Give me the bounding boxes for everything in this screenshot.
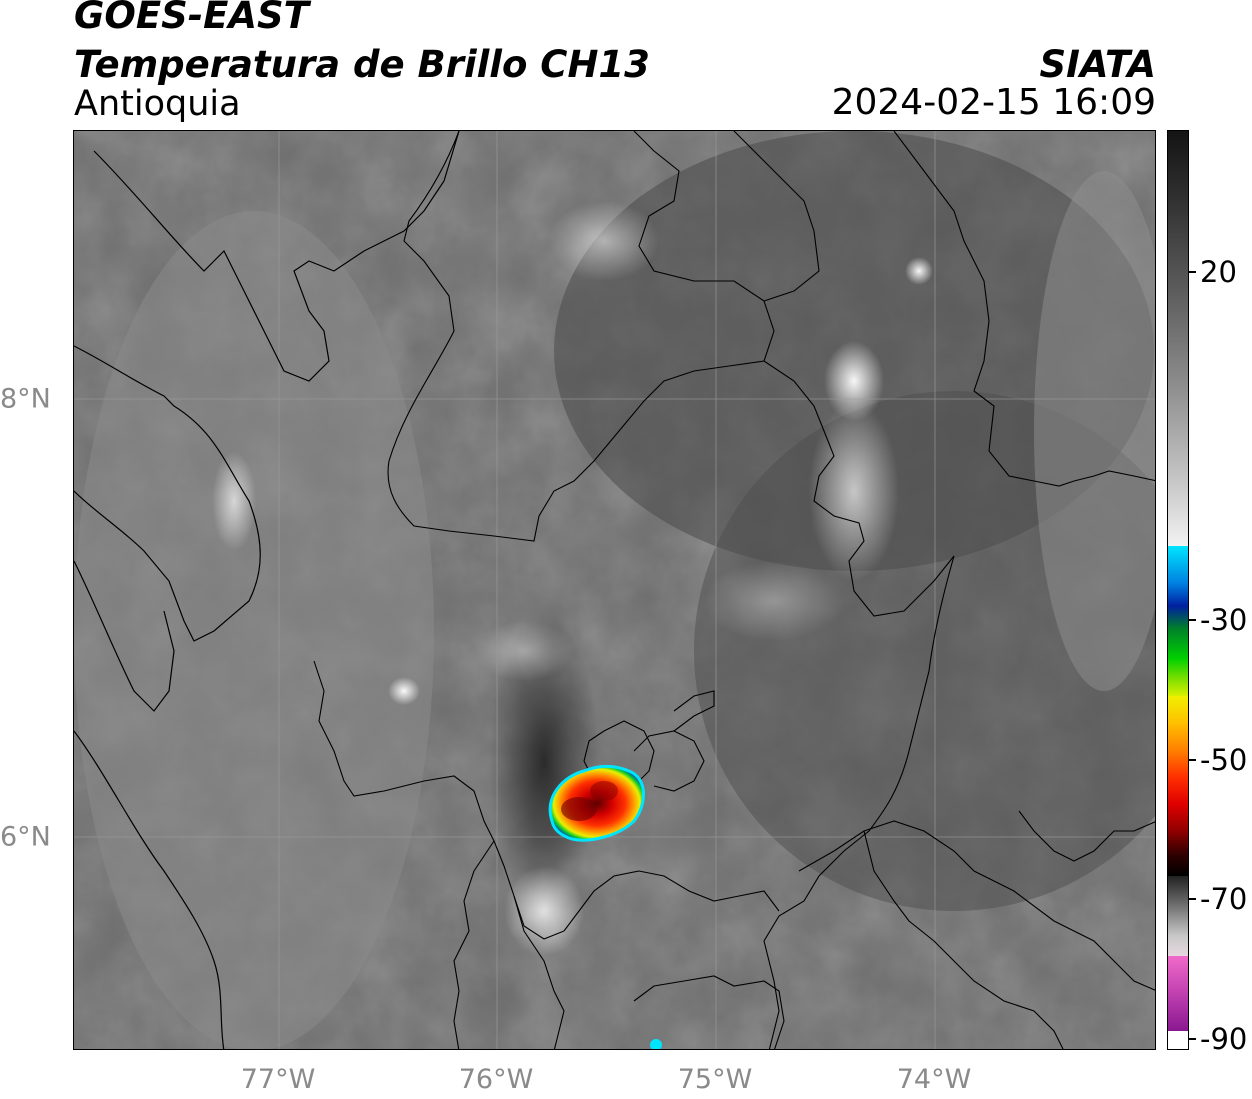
organization-label: SIATA xyxy=(1039,43,1156,86)
cloud-patch xyxy=(504,866,584,956)
temperature-colorbar xyxy=(1167,130,1189,1050)
colorbar-gray-low xyxy=(1168,876,1188,956)
lon-tick-label: 75°W xyxy=(677,1064,753,1095)
cloud-patch xyxy=(388,677,420,705)
colorbar-label: -50 xyxy=(1200,743,1248,777)
colorbar-purple-ramp xyxy=(1168,956,1188,1031)
cloud-patch xyxy=(905,257,933,285)
map-canvas xyxy=(74,131,1155,1049)
satellite-title: GOES-EAST xyxy=(74,0,309,37)
colorbar-label: -70 xyxy=(1200,882,1248,916)
colorbar-gray-ramp xyxy=(1168,131,1188,546)
lat-tick-label: 6°N xyxy=(0,821,51,853)
region-title: Antioquia xyxy=(74,84,241,124)
lat-tick-label: 8°N xyxy=(0,383,51,415)
colorbar-warm-ramp xyxy=(1168,696,1188,876)
lon-tick-label: 76°W xyxy=(458,1064,534,1095)
colorbar-cool-ramp xyxy=(1168,546,1188,696)
cloud-patch xyxy=(212,451,256,551)
cloud-patch xyxy=(809,401,899,581)
colorbar-tick xyxy=(1189,898,1196,900)
cloud-patch xyxy=(824,341,884,421)
cloud-patch xyxy=(549,201,659,281)
cloud-patch xyxy=(704,561,844,641)
map-gridlines xyxy=(74,131,1155,1049)
datetime-label: 2024-02-15 16:09 xyxy=(831,82,1156,123)
lon-tick-label: 77°W xyxy=(240,1064,316,1095)
colorbar-tick xyxy=(1189,759,1196,761)
colorbar-label: -30 xyxy=(1200,603,1248,637)
convective-storm-cell xyxy=(548,764,662,1049)
colorbar-label: 20 xyxy=(1200,255,1237,289)
department-boundaries xyxy=(313,131,1155,1049)
cold-pixel-spot xyxy=(650,1039,662,1049)
colorbar-white-cap xyxy=(1168,1031,1188,1049)
colorbar-tick xyxy=(1189,619,1196,621)
lon-tick-label: 74°W xyxy=(896,1064,972,1095)
colorbar-tick xyxy=(1189,1038,1196,1040)
cloud-patch xyxy=(474,621,574,681)
eastern-cordillera xyxy=(1034,171,1155,691)
colorbar-tick xyxy=(1189,271,1196,273)
coastline xyxy=(74,131,460,1049)
colorbar-label: -90 xyxy=(1200,1022,1248,1056)
pacific-lowlands xyxy=(74,211,434,1049)
satellite-map[interactable] xyxy=(73,130,1156,1050)
product-title: Temperatura de Brillo CH13 xyxy=(74,43,650,86)
